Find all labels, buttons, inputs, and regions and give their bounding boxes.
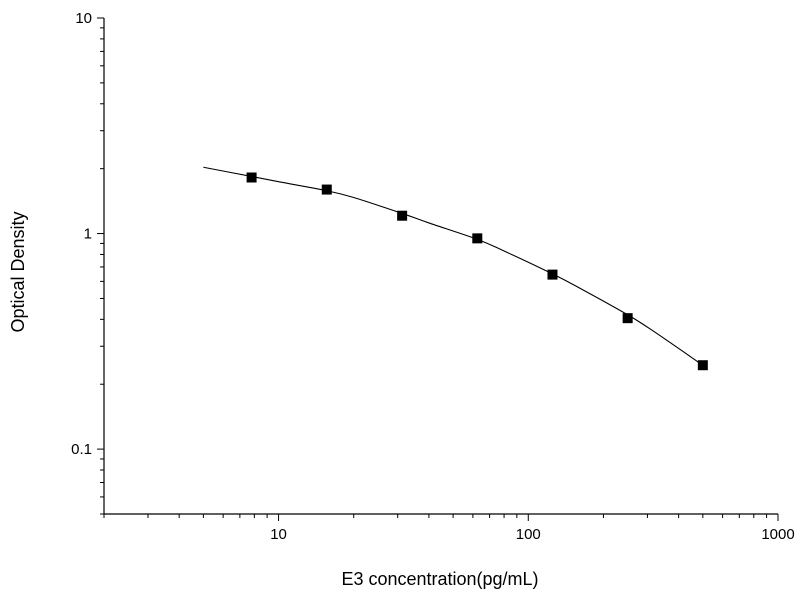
y-tick-label: 0.1 (71, 441, 92, 458)
fit-curve-layer (203, 166, 704, 366)
data-point (547, 269, 558, 280)
data-point (697, 360, 708, 371)
axes-layer (97, 17, 779, 521)
y-axis-title: Optical Density (8, 211, 28, 332)
data-point (397, 210, 408, 221)
data-points-layer (246, 172, 708, 371)
labels-layer: 10 100 1000 0.1 1 10 (71, 10, 795, 543)
x-tick-label: 1000 (761, 526, 794, 543)
fit-curve-line (203, 166, 704, 366)
data-point (321, 184, 332, 195)
data-point (246, 172, 257, 183)
x-axis-title: E3 concentration(pg/mL) (341, 569, 538, 589)
data-point (472, 233, 483, 244)
data-point (622, 313, 633, 324)
x-tick-label: 10 (270, 526, 287, 543)
y-tick-label: 1 (84, 226, 92, 243)
x-tick-label: 100 (516, 526, 541, 543)
y-tick-label: 10 (75, 10, 92, 27)
